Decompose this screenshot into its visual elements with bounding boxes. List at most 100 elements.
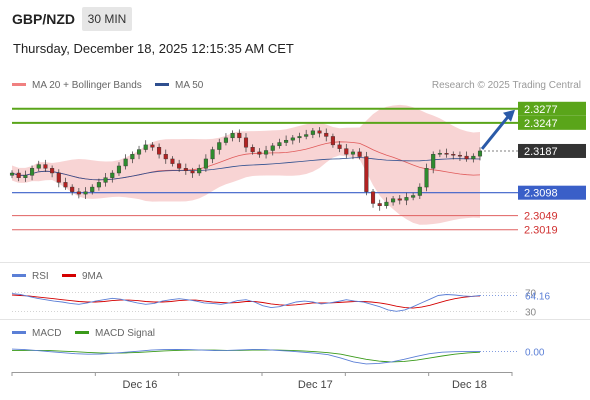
candle-body xyxy=(237,132,242,139)
legend-macd: MACD xyxy=(12,328,61,339)
candle-body xyxy=(83,191,88,195)
candle-body xyxy=(177,163,182,169)
candle-body xyxy=(63,182,68,188)
symbol-title: GBP/NZD xyxy=(12,11,75,27)
candle-body xyxy=(96,182,101,188)
candle-body xyxy=(150,144,155,148)
level-label-bg xyxy=(518,143,586,158)
level-label-bg xyxy=(518,185,586,200)
candle-body xyxy=(277,142,282,147)
candle-body xyxy=(203,158,208,169)
candle-body xyxy=(284,139,289,143)
legend-swatch xyxy=(12,330,26,334)
candle-body xyxy=(304,134,309,137)
candle-body xyxy=(157,147,162,155)
level-label: 2.3247 xyxy=(524,118,558,130)
candle-body xyxy=(210,149,215,160)
candle-body xyxy=(190,170,195,174)
candle-body xyxy=(264,150,269,155)
candle-body xyxy=(370,191,376,204)
macd-signal-line xyxy=(11,349,481,363)
datetime-label: Thursday, December 18, 2025 12:15:35 AM … xyxy=(13,41,294,56)
level-label: 2.3098 xyxy=(524,188,558,200)
candle-body xyxy=(431,154,436,169)
candle-body xyxy=(411,195,416,198)
candle-body xyxy=(324,132,329,137)
candle-body xyxy=(377,203,382,207)
x-tick-label: Dec 17 xyxy=(298,379,333,391)
legend-label: 9MA xyxy=(82,271,103,282)
candle-body xyxy=(310,130,315,135)
candle-body xyxy=(183,168,188,171)
candle-body xyxy=(217,142,222,150)
candle-body xyxy=(43,164,48,169)
candle-body xyxy=(223,137,228,143)
candle-body xyxy=(230,132,235,139)
candle-body xyxy=(444,153,449,155)
legend-label: RSI xyxy=(32,271,49,282)
candle-body xyxy=(270,145,275,151)
candle-body xyxy=(257,151,262,155)
legend-rsi-9ma: 9MA xyxy=(62,271,103,282)
timeframe-button[interactable]: 30 MIN xyxy=(82,7,132,31)
candle-body xyxy=(197,168,202,174)
candle-body xyxy=(457,154,462,157)
rsi-line xyxy=(11,293,481,312)
legend-swatch xyxy=(12,273,26,277)
candle-body xyxy=(404,197,409,201)
ma50-line xyxy=(11,157,481,181)
candle-body xyxy=(30,168,35,176)
candle-body xyxy=(36,164,41,169)
candle-body xyxy=(344,148,349,155)
x-tick-label: Dec 18 xyxy=(452,379,487,391)
candle-body xyxy=(76,191,81,195)
candle-body xyxy=(116,165,122,174)
level-label: 2.3187 xyxy=(524,146,558,158)
candle-body xyxy=(9,172,15,176)
candle-body xyxy=(50,168,55,174)
candle-body xyxy=(110,172,115,178)
candle-body xyxy=(130,154,135,160)
candle-body xyxy=(90,186,95,192)
candle-body xyxy=(364,156,369,192)
candle-body xyxy=(123,158,128,167)
candle-body xyxy=(170,158,175,164)
candle-body xyxy=(317,130,322,134)
candle-body xyxy=(250,147,255,153)
candle-body xyxy=(424,168,429,188)
candle-body xyxy=(357,151,362,157)
candle-body xyxy=(70,186,75,192)
candle-body xyxy=(464,155,469,160)
candle-body xyxy=(23,175,28,178)
target-arrow xyxy=(480,115,510,150)
legend-label: MACD Signal xyxy=(95,328,156,339)
macd-line xyxy=(11,348,480,365)
legend-swatch xyxy=(155,82,169,86)
candle-body xyxy=(337,144,342,149)
legend-swatch xyxy=(62,273,76,277)
candle-body xyxy=(143,144,148,150)
x-tick-label: Dec 16 xyxy=(123,379,158,391)
candle-body xyxy=(350,151,356,155)
target-arrow-head xyxy=(503,109,515,122)
legend-rsi: RSI xyxy=(12,271,49,282)
macd-value-label: 0.00 xyxy=(525,347,545,358)
level-label: 2.3277 xyxy=(524,104,558,116)
legend-ma50: MA 50 xyxy=(155,80,203,91)
rsi-9ma-line xyxy=(11,294,481,309)
candle-body xyxy=(103,177,108,183)
level-label: 2.3049 xyxy=(524,211,558,223)
rsi-value-label: 64.16 xyxy=(525,291,550,302)
candle-body xyxy=(391,198,396,203)
candle-body xyxy=(163,154,168,160)
candle-body xyxy=(451,154,456,156)
candle-body xyxy=(16,172,21,178)
candle-body xyxy=(297,136,302,139)
legend-swatch xyxy=(75,330,89,334)
legend-label: MA 50 xyxy=(175,80,204,91)
candle-body xyxy=(417,186,422,196)
legend-label: MA 20 + Bollinger Bands xyxy=(32,80,142,91)
candle-body xyxy=(471,155,476,160)
bollinger-band xyxy=(12,104,480,225)
